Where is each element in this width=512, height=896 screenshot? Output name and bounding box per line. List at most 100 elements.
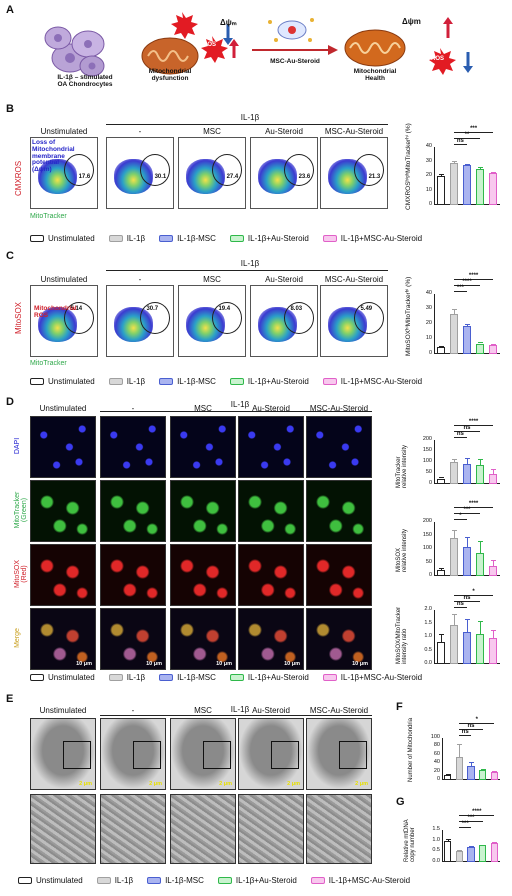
error-cap [438,634,444,636]
legend-item: IL-1β+MSC-Au-Steroid [322,673,422,682]
bar [455,756,463,780]
legend-item: IL-1β-MSC [159,673,216,682]
bar [476,343,485,354]
error-bar [471,761,472,767]
bar [449,624,458,664]
error-cap [451,458,457,460]
bar [476,634,485,664]
legend-item: Unstimulated [30,377,95,386]
column-label: Unstimulated [40,127,88,136]
legend-label: IL-1β+MSC-Au-Steroid [328,876,411,885]
gate-circle [353,153,385,187]
b-annotation: Loss of Mitochondrial membrane potential… [32,139,75,174]
tick-label: 50 [425,558,432,565]
tem-zoom-image [100,794,166,864]
micrograph [30,416,96,478]
panel-label-a: A [6,4,14,16]
micrograph [30,480,96,542]
micrograph: 10 μm [170,608,236,670]
legend-swatch [30,674,44,681]
sig-label: * [475,717,478,723]
flow-plot: 19.4 [178,285,246,357]
ros-burst-icon [429,48,456,75]
bar [489,474,498,484]
micrograph [238,544,304,606]
column-label: Au-Steroid [252,404,290,413]
sig-bracket [453,513,481,514]
bar [476,168,485,205]
healthy-mitochondrion-icon [344,29,406,67]
il1b-label: IL-1β [230,705,250,714]
column-label: MSC [194,404,212,413]
c-xaxis-label: MitoTracker [30,360,67,367]
flow-plot: 17.6 [30,137,98,209]
tem-image: 2 μm [30,718,96,790]
micrograph [30,544,96,606]
tick-label: 40 [425,143,432,149]
gate-value: 21.3 [368,174,381,180]
error-bar [453,458,455,462]
micrograph [100,480,166,542]
scale-bar-label: 10 μm [76,661,92,667]
sig-label: *** [463,507,471,513]
bar [489,345,498,354]
gate-value: 8.03 [290,306,303,313]
panel-label-e: E [6,693,14,705]
legend-swatch [159,378,174,385]
legend-label: Unstimulated [48,377,95,386]
il1b-label: IL-1β [240,113,260,122]
error-cap [465,537,470,539]
column-label: MSC-Au-Steroid [309,404,369,413]
micrograph: 10 μm [100,608,166,670]
error-cap [457,744,463,746]
bar [449,538,458,576]
error-cap [438,173,444,175]
legend-item: IL-1β+Au-Steroid [229,673,309,682]
zoom-box [203,741,231,769]
error-bar [480,458,482,466]
gate-circle [283,153,315,187]
legend-swatch [18,877,32,884]
tick-label: 30 [425,305,432,311]
micrograph: 10 μm [306,608,372,670]
g-chart-ylabel: Relative mtDNA copy number [404,819,417,862]
il1b-bracket [100,715,372,716]
bar [490,771,498,780]
legend-label: Unstimulated [48,234,95,243]
column-label: Unstimulated [40,275,88,284]
tick-label: 0.0 [432,858,440,864]
legend-item: IL-1β+Au-Steroid [229,377,309,386]
legend-label: IL-1β-MSC [165,876,204,885]
tick-label: 2.0 [424,606,432,612]
tick-label: 0.5 [424,646,432,653]
zoom-box [339,741,367,769]
legend-swatch [322,674,337,681]
micrograph [238,480,304,542]
error-cap [438,567,444,569]
tick-label: 100 [422,458,432,464]
error-cap [469,846,474,848]
scale-bar-label: 2 μm [287,781,300,787]
error-cap [478,458,484,460]
legend-label: IL-1β-MSC [177,377,216,386]
sig-bracket [453,291,467,292]
tick-label: 20 [433,767,440,774]
error-bar [453,530,455,539]
error-bar [440,173,442,176]
chart-g: 1.5 1.0 0.5 0.0 **** *** *** [428,808,502,864]
legend-swatch [322,235,337,242]
bar [462,631,472,664]
flow-plot: 21.3 [320,137,388,209]
error-cap [451,309,457,310]
legend-item: IL-1β+MSC-Au-Steroid [322,234,422,243]
tick-label: 1.5 [424,619,432,626]
zoom-box [271,741,299,769]
bar [449,462,458,484]
error-bar [440,634,442,643]
micrograph: 10 μm [238,608,304,670]
flow-plot: 5.14 [30,285,98,357]
tick-label: 150 [422,531,432,538]
legend-swatch [108,378,123,385]
column-label: MSC [194,706,212,715]
legend-swatch [322,378,337,385]
